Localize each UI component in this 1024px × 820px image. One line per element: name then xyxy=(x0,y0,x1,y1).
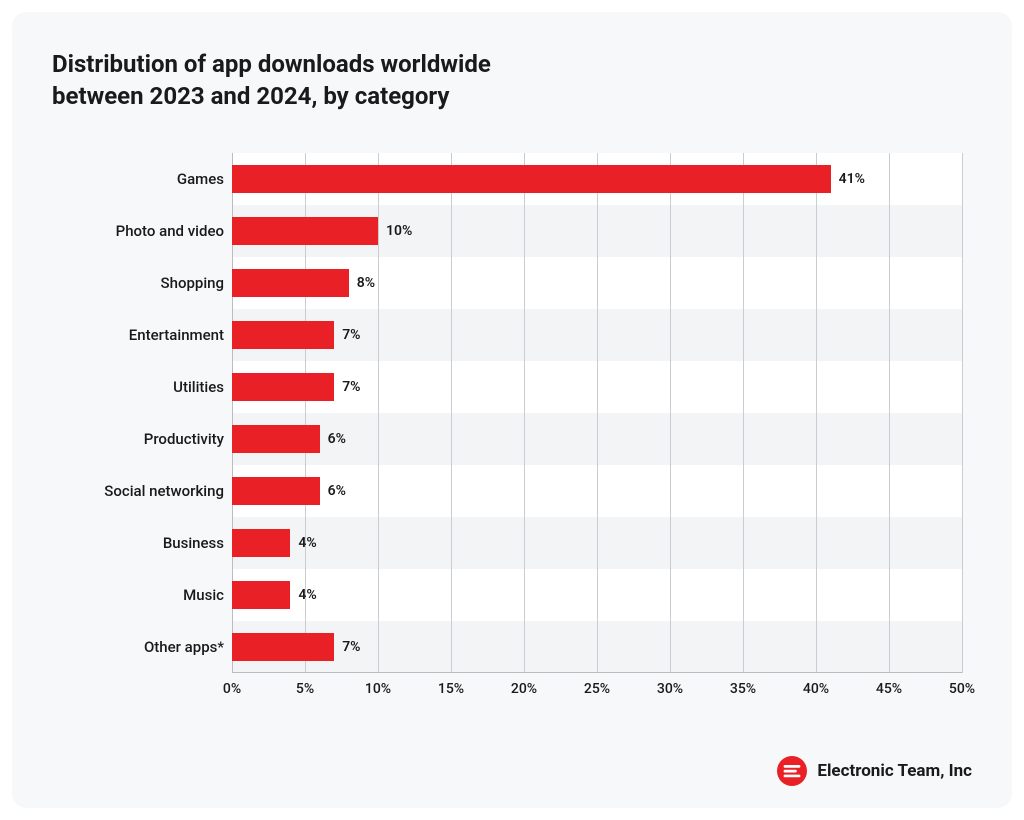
bar xyxy=(232,581,290,609)
x-axis-ticks: 0%5%10%15%20%25%30%35%40%45%50% xyxy=(232,673,962,713)
bar-row: 10% xyxy=(232,217,962,245)
brand-logo-icon xyxy=(777,756,807,786)
category-label: Shopping xyxy=(161,274,224,292)
bar xyxy=(232,217,378,245)
chart-title: Distribution of app downloads worldwide … xyxy=(52,48,972,113)
bar-value-label: 7% xyxy=(342,639,360,655)
x-tick-label: 20% xyxy=(511,681,537,697)
brand-name: Electronic Team, Inc xyxy=(817,761,972,781)
bar-value-label: 41% xyxy=(839,171,865,187)
bar xyxy=(232,373,334,401)
category-label: Other apps* xyxy=(144,638,224,656)
category-label: Social networking xyxy=(104,482,224,500)
category-label: Games xyxy=(177,170,224,188)
x-tick-label: 45% xyxy=(876,681,902,697)
bar xyxy=(232,425,320,453)
chart-card: Distribution of app downloads worldwide … xyxy=(12,12,1012,808)
bar-row: 41% xyxy=(232,165,962,193)
bar xyxy=(232,633,334,661)
bar-value-label: 7% xyxy=(342,327,360,343)
bar-row: 7% xyxy=(232,373,962,401)
x-tick-label: 15% xyxy=(438,681,464,697)
x-tick-label: 40% xyxy=(803,681,829,697)
x-tick-label: 10% xyxy=(365,681,391,697)
bar-value-label: 4% xyxy=(298,535,316,551)
bar-row: 6% xyxy=(232,477,962,505)
bar-row: 4% xyxy=(232,529,962,557)
bar xyxy=(232,321,334,349)
bar-value-label: 6% xyxy=(328,483,346,499)
category-label: Entertainment xyxy=(129,326,224,344)
bars-container: 41% 10% 8% 7% 7% 6% 6% 4% 4% 7% xyxy=(232,153,962,673)
gridline xyxy=(962,153,963,673)
category-label: Music xyxy=(183,586,224,604)
x-tick-label: 0% xyxy=(223,681,241,697)
brand-footer: Electronic Team, Inc xyxy=(777,756,972,786)
bar-value-label: 6% xyxy=(328,431,346,447)
bar xyxy=(232,477,320,505)
x-tick-label: 35% xyxy=(730,681,756,697)
bar xyxy=(232,529,290,557)
category-label: Utilities xyxy=(173,378,224,396)
y-axis-labels: Games Photo and video Shopping Entertainmen… xyxy=(52,153,224,673)
bar-row: 6% xyxy=(232,425,962,453)
bar-value-label: 8% xyxy=(357,275,375,291)
x-tick-label: 5% xyxy=(296,681,314,697)
bar-row: 4% xyxy=(232,581,962,609)
plot-region: 41% 10% 8% 7% 7% 6% 6% 4% 4% 7% xyxy=(232,153,962,673)
x-tick-label: 25% xyxy=(584,681,610,697)
category-label: Business xyxy=(163,534,224,552)
bar-row: 7% xyxy=(232,321,962,349)
x-tick-label: 30% xyxy=(657,681,683,697)
bar xyxy=(232,269,349,297)
bar-value-label: 7% xyxy=(342,379,360,395)
bar-value-label: 4% xyxy=(298,587,316,603)
category-label: Productivity xyxy=(144,430,224,448)
bar-value-label: 10% xyxy=(386,223,412,239)
chart-area: Games Photo and video Shopping Entertainmen… xyxy=(52,153,972,713)
bar-row: 8% xyxy=(232,269,962,297)
x-tick-label: 50% xyxy=(949,681,975,697)
bar xyxy=(232,165,831,193)
bar-row: 7% xyxy=(232,633,962,661)
category-label: Photo and video xyxy=(116,222,224,240)
